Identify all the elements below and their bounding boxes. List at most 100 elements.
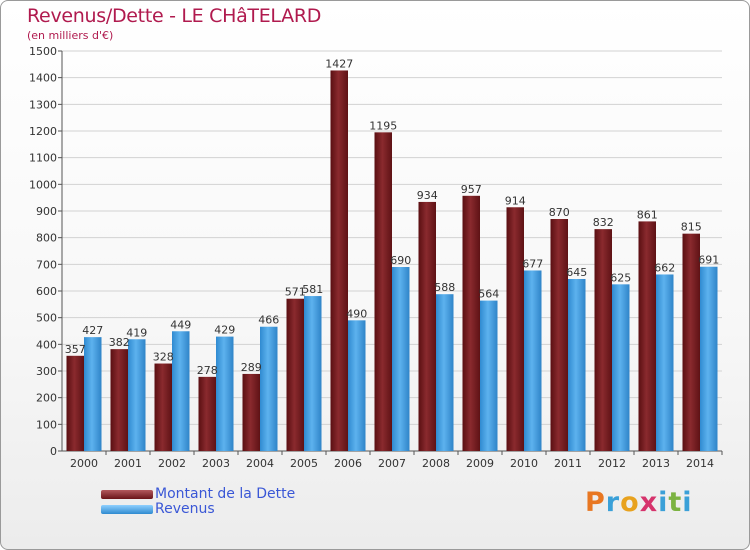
bar-debt <box>198 376 216 451</box>
y-tick-label: 1000 <box>29 178 57 191</box>
chart-subtitle: (en milliers d'€) <box>27 29 114 42</box>
y-tick-label: 300 <box>36 365 57 378</box>
data-label-debt: 328 <box>153 351 174 364</box>
bar-revenue <box>216 336 234 451</box>
y-tick-label: 1300 <box>29 98 57 111</box>
data-label-revenue: 490 <box>346 307 367 320</box>
data-label-revenue: 625 <box>610 271 631 284</box>
y-tick-label: 0 <box>50 445 57 458</box>
bar-revenue <box>304 296 322 451</box>
data-label-debt: 571 <box>285 286 306 299</box>
data-label-debt: 815 <box>681 221 702 234</box>
data-label-debt: 861 <box>637 208 658 221</box>
data-label-debt: 357 <box>65 343 86 356</box>
y-tick-label: 400 <box>36 338 57 351</box>
logo-letter: x <box>639 487 659 518</box>
logo-letter: o <box>620 487 640 518</box>
y-tick-label: 600 <box>36 285 57 298</box>
data-label-revenue: 677 <box>522 257 543 270</box>
bar-revenue <box>84 337 102 451</box>
bar-revenue <box>392 267 410 451</box>
x-tick-label: 2003 <box>202 457 230 470</box>
data-label-revenue: 645 <box>566 266 587 279</box>
y-tick-label: 1500 <box>29 45 57 58</box>
data-label-revenue: 588 <box>434 281 455 294</box>
bar-revenue <box>612 284 630 451</box>
bar-debt <box>242 373 260 451</box>
bar-debt <box>154 363 172 451</box>
x-tick-label: 2012 <box>598 457 626 470</box>
data-label-revenue: 690 <box>390 254 411 267</box>
logo-letter: i <box>682 487 693 518</box>
data-label-revenue: 564 <box>478 288 499 301</box>
bar-debt <box>66 355 84 451</box>
y-tick-label: 100 <box>36 418 57 431</box>
logo-letter: r <box>605 487 621 518</box>
bar-revenue <box>656 274 674 451</box>
bar-debt <box>682 233 700 451</box>
y-tick-label: 1100 <box>29 152 57 165</box>
bar-revenue <box>172 331 190 451</box>
bar-debt <box>110 349 128 451</box>
x-tick-label: 2008 <box>422 457 450 470</box>
logo-letter: i <box>658 487 669 518</box>
x-tick-label: 2007 <box>378 457 406 470</box>
bar-debt <box>418 201 436 451</box>
data-label-revenue: 466 <box>258 314 279 327</box>
y-tick-label: 800 <box>36 232 57 245</box>
x-tick-label: 2013 <box>642 457 670 470</box>
bar-revenue <box>348 320 366 451</box>
bar-revenue <box>524 270 542 451</box>
bar-debt <box>550 219 568 451</box>
data-label-debt: 914 <box>505 194 526 207</box>
data-label-revenue: 449 <box>170 318 191 331</box>
data-label-revenue: 419 <box>126 326 147 339</box>
bar-revenue <box>128 339 146 451</box>
bar-debt <box>506 207 524 451</box>
bar-revenue <box>568 279 586 451</box>
proxiti-logo: Proxiti <box>585 487 693 518</box>
bar-debt <box>286 298 304 451</box>
bar-debt <box>374 132 392 452</box>
x-tick-label: 2011 <box>554 457 582 470</box>
x-tick-label: 2000 <box>70 457 98 470</box>
legend-label-debt: Montant de la Dette <box>155 486 296 502</box>
data-label-debt: 278 <box>197 364 218 377</box>
bar-debt <box>638 221 656 451</box>
data-label-debt: 1195 <box>369 119 397 132</box>
data-label-debt: 1427 <box>325 57 353 70</box>
x-tick-label: 2002 <box>158 457 186 470</box>
data-label-debt: 870 <box>549 206 570 219</box>
bar-revenue <box>480 300 498 451</box>
x-tick-label: 2010 <box>510 457 538 470</box>
x-tick-label: 2014 <box>686 457 714 470</box>
chart-title: Revenus/Dette - LE CHâTELARD <box>27 5 322 27</box>
logo-letter: P <box>585 487 606 518</box>
x-tick-label: 2001 <box>114 457 142 470</box>
bar-revenue <box>436 294 454 451</box>
data-label-revenue: 662 <box>654 261 675 274</box>
bar-debt <box>594 229 612 451</box>
y-tick-label: 700 <box>36 258 57 271</box>
x-tick-label: 2009 <box>466 457 494 470</box>
data-label-debt: 957 <box>461 183 482 196</box>
x-tick-label: 2005 <box>290 457 318 470</box>
data-label-revenue: 691 <box>698 254 719 267</box>
y-tick-label: 900 <box>36 205 57 218</box>
bar-revenue <box>700 266 718 451</box>
y-tick-label: 1400 <box>29 72 57 85</box>
data-label-revenue: 581 <box>302 283 323 296</box>
data-label-debt: 289 <box>241 361 262 374</box>
legend-swatch-revenue <box>101 505 153 514</box>
logo-letter: t <box>668 487 683 518</box>
data-label-debt: 832 <box>593 216 614 229</box>
data-label-debt: 382 <box>109 336 130 349</box>
bar-debt <box>330 70 348 451</box>
y-tick-label: 200 <box>36 392 57 405</box>
bar-debt <box>462 195 480 451</box>
y-tick-label: 500 <box>36 312 57 325</box>
x-tick-label: 2004 <box>246 457 274 470</box>
data-label-debt: 934 <box>417 189 438 202</box>
